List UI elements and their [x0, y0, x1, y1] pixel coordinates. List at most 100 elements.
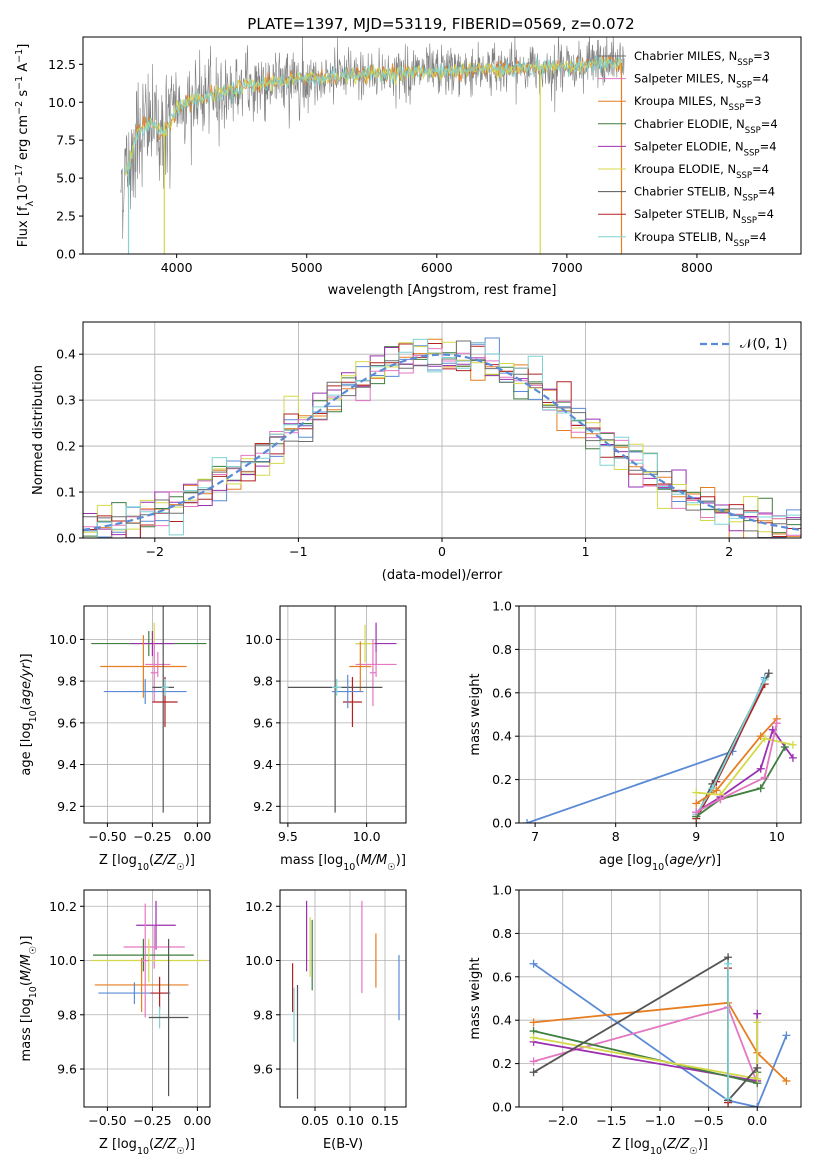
weight-marker	[753, 1074, 762, 1083]
y-axis-label: Normed distribution	[31, 365, 46, 495]
chart-mass-weight-vs-Z: −2.0 −1.5 −1.0 −0.5 0.0 0.0 0.2 0.4 0.6 0.8 1.0 Z […	[468, 883, 802, 1157]
weight-series	[529, 1018, 762, 1083]
chart-age-vs-Z: −0.50 −0.25 0.00 9.2 9.4 9.6 9.8 10.0 Z [log10(Z…	[19, 605, 211, 873]
x-axis-label: wavelength [Angstrom, rest frame]	[328, 283, 557, 298]
axes-frame	[82, 36, 802, 255]
error-bar-point	[123, 925, 185, 969]
weight-series	[529, 953, 762, 1105]
weight-marker	[756, 784, 765, 793]
grid	[280, 890, 406, 1107]
y-tick-label: 9.2	[253, 799, 273, 814]
legend-entry: 𝒩(0, 1)	[740, 337, 787, 352]
plot-area	[523, 669, 797, 823]
x-axis-label: age [log10(age/yr)]	[599, 853, 721, 873]
weight-line	[695, 723, 778, 813]
weight-marker	[692, 788, 701, 797]
x-tick-label: 5000	[291, 260, 323, 275]
weight-line	[533, 1001, 788, 1082]
legend-entry: Salpeter ELODIE, NSSP=4	[634, 139, 777, 158]
legend-entry: Chabrier MILES, NSSP=3	[634, 49, 770, 68]
weight-line	[533, 955, 758, 1103]
model-spectrum-line	[124, 55, 622, 176]
x-tick-label: 8000	[681, 260, 713, 275]
error-bar-point	[100, 635, 187, 698]
y-tick-label: 9.8	[253, 1007, 273, 1022]
grid	[84, 606, 210, 823]
y-tick-label: 0.4	[492, 729, 512, 744]
x-tick-label: 0.00	[183, 829, 211, 844]
x-tick-label: 0.05	[301, 1113, 329, 1128]
grid	[280, 606, 406, 823]
x-tick-label: 0.0	[747, 1113, 767, 1128]
x-tick-label: 10.0	[353, 829, 381, 844]
y-tick-label: 9.6	[57, 1062, 77, 1077]
x-tick-label: 10	[769, 829, 785, 844]
chart-mass-vs-Z: −0.50 −0.25 0.00 9.6 9.8 10.0 10.2 Z [log10(Z/Z…	[19, 889, 211, 1157]
weight-marker	[760, 734, 769, 743]
y-tick-label: 0.0	[56, 247, 76, 262]
y-tick-label: 0.0	[492, 1100, 512, 1115]
weight-line	[533, 963, 788, 1107]
x-tick-label: 0.10	[336, 1113, 364, 1128]
y-tick-label: 12.5	[48, 57, 76, 72]
x-tick-label: 9	[692, 829, 700, 844]
x-tick-label: −0.50	[88, 1113, 126, 1128]
x-tick-label: −1.5	[596, 1113, 626, 1128]
y-tick-label: 9.6	[253, 1062, 273, 1077]
error-bar-point	[148, 938, 189, 1097]
chart-mass-weight-vs-age: 7 8 9 10 0.0 0.2 0.4 0.6 0.8 1.0 age [log10(age/yr…	[468, 599, 802, 873]
weight-marker	[708, 784, 717, 793]
x-tick-label: 4000	[161, 260, 193, 275]
x-tick-label: −0.25	[133, 829, 171, 844]
axes-frame	[83, 605, 211, 824]
x-tick-label: −2.0	[548, 1113, 578, 1128]
weight-marker	[753, 1009, 762, 1018]
weight-marker	[753, 1103, 762, 1107]
weight-marker	[529, 959, 538, 968]
y-axis-label: mass [log10(M/M☉)]	[19, 936, 39, 1062]
weight-line	[533, 1030, 759, 1085]
y-tick-label: 1.0	[492, 599, 512, 614]
weight-marker	[788, 753, 797, 762]
x-tick-label: 0	[438, 544, 446, 559]
y-axis-label: age [log10(age/yr)]	[19, 653, 39, 775]
error-bar-point	[130, 631, 174, 657]
weight-marker	[760, 773, 769, 782]
weight-series	[692, 734, 797, 799]
weight-series	[529, 1027, 762, 1088]
y-tick-label: 0.4	[492, 1013, 512, 1028]
y-tick-label: 10.0	[245, 632, 273, 647]
legend-entry: Chabrier STELIB, NSSP=4	[634, 185, 775, 204]
y-tick-label: 0.4	[56, 347, 76, 362]
y-tick-label: 2.5	[56, 209, 76, 224]
x-axis-label: Z [log10(Z/Z☉)]	[612, 1137, 708, 1157]
axes-frame	[518, 605, 802, 824]
chart-spectrum: 4000 5000 6000 7000 8000 0.0 2.5 5.0 7.5 10.0 12.5…	[14, 36, 802, 298]
error-bar-point	[343, 676, 362, 728]
figure-title: PLATE=1397, MJD=53119, FIBERID=0569, z=0…	[247, 15, 634, 33]
y-tick-label: 0.8	[492, 926, 512, 941]
y-tick-label: 9.8	[57, 1007, 77, 1022]
plot-area	[91, 606, 207, 813]
legend-entry: Salpeter STELIB, NSSP=4	[634, 207, 774, 226]
x-tick-label: −1	[289, 544, 307, 559]
y-tick-label: 7.5	[56, 133, 76, 148]
y-tick-label: 10.2	[49, 899, 77, 914]
weight-marker	[523, 819, 532, 823]
weight-marker	[529, 1057, 538, 1066]
histogram-step	[83, 340, 801, 538]
error-bar-point	[141, 903, 149, 1018]
weight-line	[695, 718, 778, 805]
y-tick-label: 0.2	[492, 1056, 512, 1071]
y-tick-label: 10.0	[49, 953, 77, 968]
grid	[519, 605, 801, 824]
plot-area	[91, 900, 207, 1097]
y-tick-label: 9.2	[57, 799, 77, 814]
x-tick-label: −0.50	[88, 829, 126, 844]
legend-entry: Kroupa ELODIE, NSSP=4	[634, 162, 769, 181]
weight-marker	[764, 669, 773, 678]
y-tick-label: 0.1	[56, 485, 76, 500]
y-tick-label: 0.2	[492, 772, 512, 787]
axes-frame	[279, 889, 407, 1108]
